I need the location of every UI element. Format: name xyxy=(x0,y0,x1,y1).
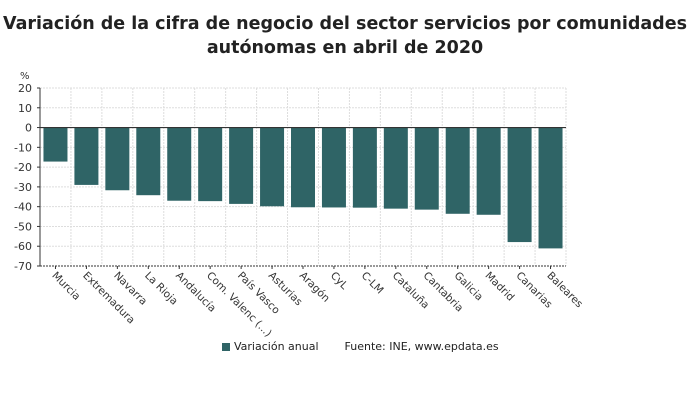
chart-title: Variación de la cifra de negocio del sec… xyxy=(3,14,687,58)
x-tick-label: La Rioja xyxy=(142,270,180,308)
bar-cantabria xyxy=(414,127,439,210)
bar-catalu-a xyxy=(383,127,408,209)
y-tick-label: 10 xyxy=(18,102,32,115)
bar-cyl xyxy=(321,127,346,208)
x-tick-label: Madrid xyxy=(483,270,517,304)
bar-extremadura xyxy=(74,127,99,185)
x-tick-label: Murcia xyxy=(49,270,82,303)
legend-label: Variación anual xyxy=(234,340,319,353)
legend-swatch xyxy=(222,342,230,351)
x-tick-label: CyL xyxy=(328,270,350,292)
legend: Variación anual Fuente: INE, www.epdata.… xyxy=(222,340,499,353)
bar-andaluc-a xyxy=(167,127,192,201)
y-tick-label: -20 xyxy=(14,161,32,174)
bar-la-rioja xyxy=(136,127,161,196)
bar-navarra xyxy=(105,127,130,191)
bar-pa-s-vasco xyxy=(229,127,254,204)
y-tick-label: -30 xyxy=(14,181,32,194)
source-note: Fuente: INE, www.epdata.es xyxy=(344,340,499,353)
x-tick-label: C-LM xyxy=(359,270,386,297)
y-tick-label: 0 xyxy=(25,122,32,135)
y-tick-label: -70 xyxy=(14,260,32,273)
bar-canarias xyxy=(507,127,532,243)
y-tick-label: 20 xyxy=(18,82,32,95)
bar-madrid xyxy=(476,127,501,215)
bar-galicia xyxy=(445,127,470,214)
bar-c-lm xyxy=(352,127,377,208)
bar-com-valenc- xyxy=(198,127,223,202)
bar-murcia xyxy=(43,127,68,162)
bar-asturias xyxy=(260,127,285,207)
y-tick-label: -60 xyxy=(14,240,32,253)
y-tick-label: -40 xyxy=(14,201,32,214)
y-axis-label: % xyxy=(20,71,30,82)
y-tick-label: -50 xyxy=(14,220,32,233)
bar-arag-n xyxy=(291,127,315,208)
y-tick-label: -10 xyxy=(14,141,32,154)
bar-baleares xyxy=(538,127,563,249)
